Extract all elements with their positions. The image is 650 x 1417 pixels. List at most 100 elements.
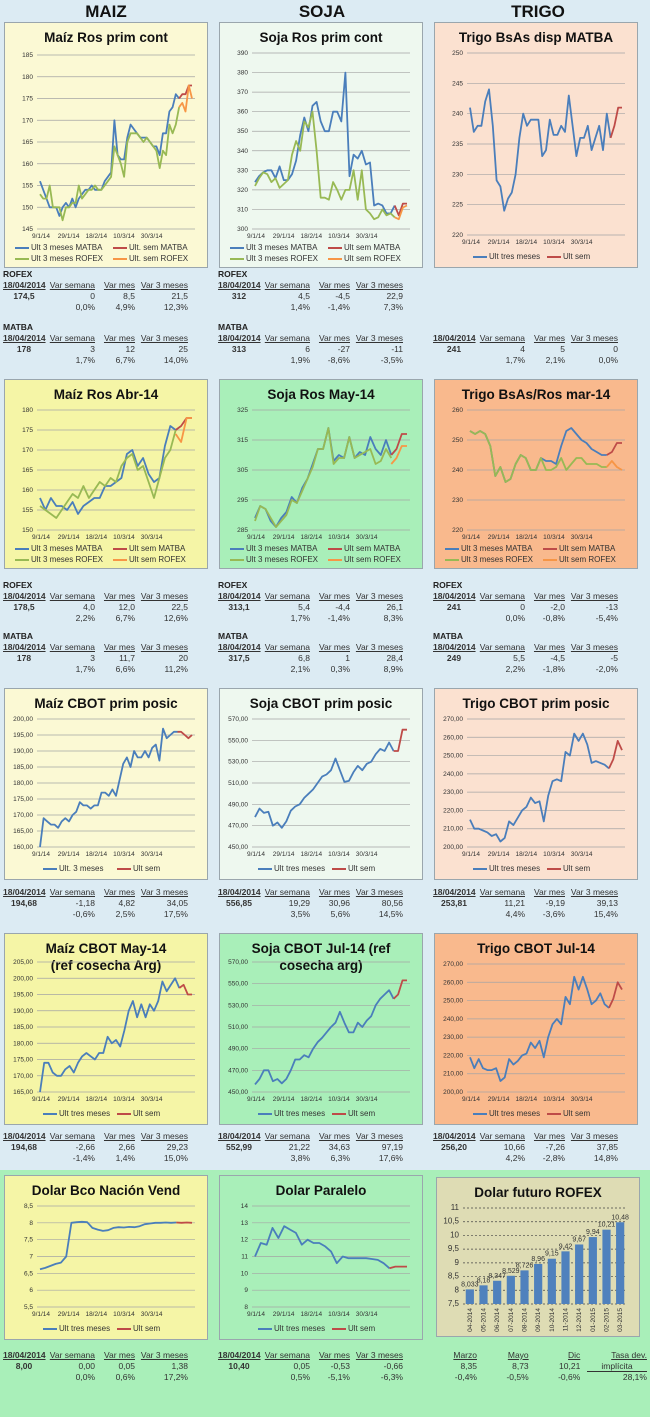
y-tick-label: 165 xyxy=(22,467,33,474)
legend-swatch xyxy=(473,867,487,870)
y-tick-label: 155 xyxy=(22,507,33,514)
legend-label: Ult sem MATBA xyxy=(344,544,401,553)
var-mes-value: 5 xyxy=(560,344,565,354)
date-label: 18/04/2014 xyxy=(218,1131,261,1141)
price-value: 178,5 xyxy=(13,602,35,612)
legend-label: Ult tres meses xyxy=(274,1109,326,1118)
stats-soja-prim-matba: MATBA 18/04/2014 Var semana Var mes Var … xyxy=(218,322,403,366)
var-semana-pct: 1,9% xyxy=(290,355,310,365)
y-tick-label: 170,00 xyxy=(13,1073,33,1080)
y-tick-label: 9,5 xyxy=(448,1244,460,1253)
var-mes-header: Var mes xyxy=(533,591,565,601)
date-label: 18/04/2014 xyxy=(3,1131,46,1141)
legend-swatch xyxy=(332,1327,346,1330)
var-mes-value: 8,5 xyxy=(123,291,135,301)
y-tick-label: 220,00 xyxy=(443,807,463,814)
var-semana-header: Var semana xyxy=(479,887,525,897)
chart-title: Trigo CBOT Jul-14 xyxy=(477,941,595,956)
var-mes-value: -4,5 xyxy=(550,653,565,663)
var-3m-header: Var 3 meses xyxy=(140,591,188,601)
var-mes-value: -7,26 xyxy=(545,1142,565,1152)
x-tick-label: 18/2/14 xyxy=(300,851,322,858)
var-semana-header: Var semana xyxy=(264,642,310,652)
stats-soja-may-matba: MATBA 18/04/2014 Var semana Var mes Var … xyxy=(218,631,403,675)
x-tick-label: 30/3/14 xyxy=(571,534,593,541)
chart-legend: Ult 3 meses MATBA Ult sem MATBA Ult 3 mese… xyxy=(435,544,637,568)
series-line-ult-tres-meses xyxy=(39,977,181,1093)
futuro-header-marzo: Marzo xyxy=(453,1350,477,1360)
var-mes-value: 30,96 xyxy=(328,898,350,908)
series-line-ult-3-meses-rofex xyxy=(254,110,396,221)
var-3m-pct: 14,5% xyxy=(378,909,403,919)
y-tick-label: 180 xyxy=(22,407,33,414)
y-tick-label: 225 xyxy=(452,202,463,209)
y-tick-label: 220,00 xyxy=(443,1052,463,1059)
chart-svg: 200,00 210,00 220,00 230,00 240,00 250,00 260,… xyxy=(443,716,625,858)
bar-06-2014 xyxy=(493,1280,502,1304)
series-line-ult-sem xyxy=(609,106,622,139)
price-value: 313 xyxy=(231,344,247,354)
var-3m-header: Var 3 meses xyxy=(140,280,188,290)
legend-swatch xyxy=(332,1112,346,1115)
price-value: 8,00 xyxy=(15,1361,33,1371)
var-mes-header: Var mes xyxy=(533,333,565,343)
chart-panel-trigo-cbot-jul14: Trigo CBOT Jul-14 200,00 210,00 220,00 230,0… xyxy=(434,933,638,1125)
chart-title: Trigo CBOT prim posic xyxy=(462,696,610,711)
stats-futuro-table: Marzo Mayo Dic Tasa dev. 8,35 8,73 10,21… xyxy=(432,1350,647,1383)
legend-item: Ult sem MATBA xyxy=(543,544,615,553)
y-tick-label: 340 xyxy=(237,148,248,155)
legend-label: Ult tres meses xyxy=(489,864,541,873)
futuro-header-tasa: Tasa dev. xyxy=(611,1350,647,1360)
y-tick-label: 530,00 xyxy=(228,759,248,766)
x-tick-label: 18/2/14 xyxy=(300,1096,322,1103)
y-tick-label: 470,00 xyxy=(228,823,248,830)
var-3m-header: Var 3 meses xyxy=(355,642,403,652)
x-tick-label: 18/2/14 xyxy=(300,233,322,240)
var-semana-pct: 2,1% xyxy=(290,664,310,674)
x-tick-label: 01-2015 xyxy=(590,1308,597,1332)
y-tick-label: 8,5 xyxy=(448,1272,460,1281)
price-value: 178 xyxy=(16,344,32,354)
legend-item: Ult sem ROFEX xyxy=(328,254,401,263)
var-semana-header: Var semana xyxy=(49,333,95,343)
legend-item: Ult. 3 meses xyxy=(43,864,103,873)
bar-11-2014 xyxy=(561,1251,570,1304)
bar-03-2015 xyxy=(616,1222,625,1304)
bar-data-label: 9,94 xyxy=(586,1229,600,1236)
y-tick-label: 200,00 xyxy=(443,844,463,851)
price-value: 317,5 xyxy=(228,653,250,663)
x-tick-label: 30/3/14 xyxy=(356,851,378,858)
legend-label: Ult tres meses xyxy=(59,1324,111,1333)
date-label: 18/04/2014 xyxy=(433,1131,476,1141)
x-tick-label: 29/1/14 xyxy=(488,239,510,246)
var-3m-pct: 0,0% xyxy=(598,355,618,365)
var-mes-value: 4,82 xyxy=(118,898,135,908)
y-tick-label: 360 xyxy=(237,109,248,116)
var-semana-pct: 1,4% xyxy=(290,302,310,312)
chart-legend: Ult 3 meses MATBA Ult. sem MATBA Ult 3 mes… xyxy=(5,243,207,267)
y-tick-label: 260,00 xyxy=(443,734,463,741)
x-tick-label: 29/1/14 xyxy=(58,1096,80,1103)
futuro-value-mayo: 8,73 xyxy=(512,1361,529,1371)
x-tick-label: 02-2015 xyxy=(604,1308,611,1332)
y-tick-label: 180,00 xyxy=(13,780,33,787)
legend-swatch xyxy=(117,1112,131,1115)
stats-soja-may-rofex: ROFEX 18/04/2014 Var semana Var mes Var … xyxy=(218,580,403,624)
x-tick-label: 9/1/14 xyxy=(462,1096,480,1103)
var-3m-value: 22,5 xyxy=(171,602,188,612)
x-tick-label: 18/2/14 xyxy=(85,851,107,858)
series-line-ult-3-meses-matba xyxy=(39,425,177,515)
y-tick-label: 155 xyxy=(22,183,33,190)
var-3m-pct: 8,3% xyxy=(383,613,403,623)
var-semana-header: Var semana xyxy=(264,887,310,897)
series-line-ult-sem-rofex xyxy=(178,84,193,113)
x-tick-label: 30/3/14 xyxy=(141,233,163,240)
x-tick-label: 10/3/14 xyxy=(543,534,565,541)
y-tick-label: 7,5 xyxy=(448,1299,460,1308)
var-semana-pct: 0,0% xyxy=(505,613,525,623)
legend-item: Ult. sem MATBA xyxy=(113,243,188,252)
series-line-ult-3-meses-rofex xyxy=(254,427,393,528)
y-tick-label: 195,00 xyxy=(13,992,33,999)
source-label: MATBA xyxy=(433,631,464,641)
x-tick-label: 29/1/14 xyxy=(273,534,295,541)
